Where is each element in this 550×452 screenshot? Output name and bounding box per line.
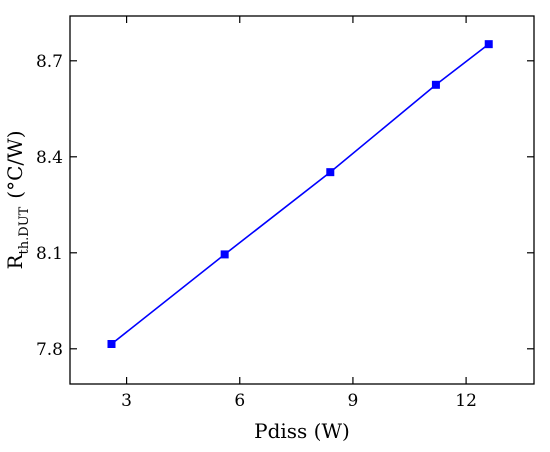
y-tick-label: 8.1 — [36, 244, 63, 264]
y-axis-label: Rth.DUT (°C/W) — [3, 130, 32, 269]
y-axis-label-main: R — [3, 254, 27, 270]
series-line — [111, 43, 490, 345]
x-tick-label: 12 — [455, 391, 477, 411]
y-tick-label: 8.7 — [36, 52, 63, 72]
plot-frame — [69, 15, 535, 385]
y-axis-label-subscript: th.DUT — [17, 206, 32, 254]
x-axis-label: Pdiss (W) — [254, 419, 350, 443]
x-tick-label: 6 — [234, 391, 245, 411]
x-tick-label: 9 — [348, 391, 359, 411]
data-point-marker — [431, 80, 440, 89]
tick-layer: 3 6 9 12 7.8 8.1 8.4 8.7 — [36, 16, 534, 411]
data-point-marker — [107, 340, 116, 348]
data-point-marker — [220, 250, 229, 259]
y-tick-label: 7.8 — [36, 340, 63, 360]
series-layer — [107, 40, 493, 348]
data-point-marker — [326, 168, 335, 177]
y-tick-label: 8.4 — [36, 148, 63, 168]
x-tick-label: 3 — [121, 391, 132, 411]
data-point-marker — [484, 40, 493, 49]
y-axis-label-unit: (°C/W) — [3, 130, 27, 198]
